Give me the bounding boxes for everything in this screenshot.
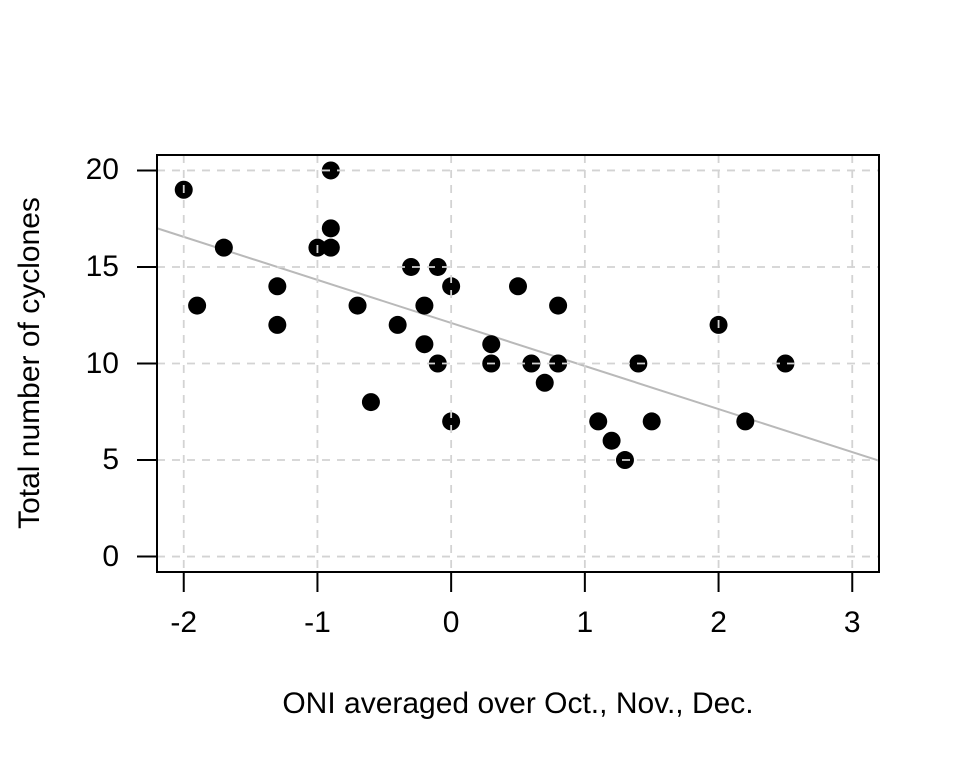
- data-point: [442, 412, 461, 431]
- y-tick-label: 15: [85, 249, 119, 283]
- data-point: [549, 296, 568, 315]
- y-axis-title: Total number of cyclones: [13, 197, 46, 529]
- y-tick-label: 10: [85, 346, 119, 380]
- data-point: [522, 354, 541, 373]
- x-tick-label: 1: [576, 606, 594, 639]
- data-point: [348, 296, 367, 315]
- data-point: [188, 296, 207, 315]
- y-tick-label: 5: [102, 443, 119, 477]
- y-tick-label: 0: [102, 539, 119, 573]
- data-point: [736, 412, 755, 431]
- data-point: [214, 238, 233, 257]
- data-point: [509, 277, 527, 296]
- data-point: [402, 257, 421, 276]
- data-point: [361, 393, 380, 412]
- data-point: [388, 315, 407, 334]
- data-point: [321, 161, 340, 180]
- x-tick-label: 3: [843, 606, 861, 639]
- data-point: [428, 354, 447, 373]
- data-point: [321, 219, 340, 238]
- data-point: [428, 257, 447, 276]
- x-tick-label: -2: [170, 606, 198, 639]
- data-point: [549, 354, 568, 373]
- data-point: [642, 412, 661, 431]
- trend-line: [156, 227, 880, 462]
- data-point: [268, 315, 287, 334]
- data-point: [415, 335, 434, 354]
- data-point: [482, 335, 501, 354]
- data-point: [415, 296, 434, 315]
- data-point: [535, 373, 554, 392]
- data-point: [589, 412, 608, 431]
- x-axis-title: ONI averaged over Oct., Nov., Dec.: [282, 687, 754, 720]
- data-point: [776, 354, 795, 373]
- data-point: [602, 431, 621, 450]
- data-point: [268, 277, 287, 296]
- x-tick-label: -1: [304, 606, 331, 639]
- data-point: [442, 277, 461, 296]
- x-tick-label: 0: [442, 606, 460, 639]
- y-tick-label: 20: [85, 153, 119, 187]
- x-tick-label: 2: [710, 606, 727, 639]
- data-point: [321, 238, 340, 257]
